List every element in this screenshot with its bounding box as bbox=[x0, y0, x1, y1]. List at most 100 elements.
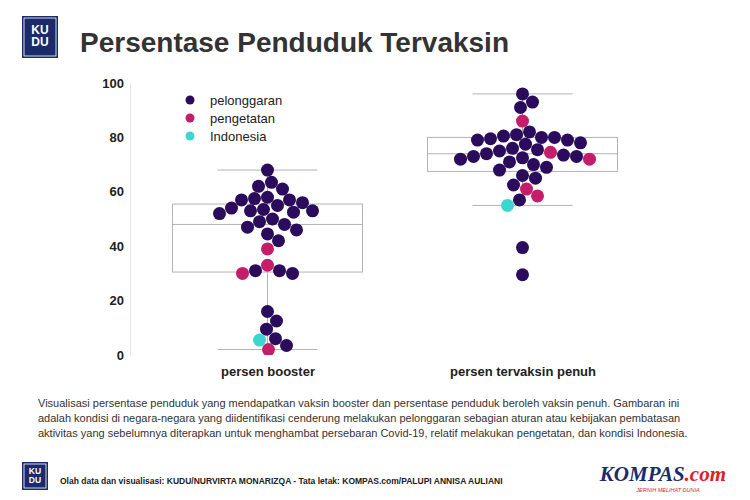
point bbox=[235, 193, 248, 206]
point bbox=[290, 223, 303, 236]
credit: Olah data dan visualisasi: KUDU/NURVIRTA… bbox=[60, 476, 503, 486]
y-tick-label: 80 bbox=[110, 130, 124, 145]
chart: KUDUPersentase Penduduk Tervaksin0204060… bbox=[0, 0, 750, 500]
point bbox=[253, 334, 266, 347]
point bbox=[506, 142, 519, 155]
legend-swatch bbox=[186, 96, 195, 105]
point bbox=[287, 206, 300, 219]
point bbox=[519, 138, 532, 151]
point bbox=[261, 242, 274, 255]
brand-part: KOMPAS bbox=[599, 462, 685, 486]
legend-swatch bbox=[186, 114, 195, 123]
point bbox=[454, 153, 467, 166]
legend-swatch bbox=[186, 132, 195, 141]
point bbox=[248, 192, 261, 205]
point bbox=[529, 172, 542, 185]
x-tick: persen tervaksin penuh bbox=[450, 364, 596, 379]
point bbox=[561, 134, 574, 147]
point bbox=[261, 227, 274, 240]
point bbox=[296, 196, 309, 209]
logo-frame bbox=[24, 18, 56, 56]
legend-label: pelonggaran bbox=[210, 93, 282, 108]
tagline: JERNIH MELIHAT DUNIA bbox=[635, 487, 700, 493]
point bbox=[493, 164, 506, 177]
point bbox=[261, 164, 274, 177]
point bbox=[260, 323, 273, 336]
point bbox=[261, 259, 274, 272]
point bbox=[516, 268, 529, 281]
y-tick-label: 40 bbox=[110, 239, 124, 254]
y-tick-label: 60 bbox=[110, 184, 124, 199]
caption: aktivitas yang sebelumnya diterapkan unt… bbox=[38, 427, 687, 439]
y-tick: 80 bbox=[110, 130, 130, 145]
y-tick-label: 20 bbox=[110, 293, 124, 308]
point bbox=[225, 202, 238, 215]
point bbox=[520, 183, 533, 196]
point bbox=[480, 147, 493, 160]
point bbox=[514, 101, 527, 114]
point bbox=[540, 161, 553, 174]
logo-text: DU bbox=[29, 475, 41, 485]
y-tick: 0 bbox=[117, 348, 130, 363]
box bbox=[428, 137, 618, 171]
y-tick: 40 bbox=[110, 239, 130, 254]
point bbox=[516, 115, 529, 128]
point bbox=[497, 130, 510, 143]
point bbox=[516, 241, 529, 254]
title: Persentase Penduduk Tervaksin bbox=[80, 27, 509, 58]
point bbox=[286, 267, 299, 280]
point bbox=[252, 180, 265, 193]
point bbox=[510, 128, 523, 141]
logo-box bbox=[22, 462, 48, 490]
point bbox=[272, 234, 285, 247]
point bbox=[306, 204, 319, 217]
x-tick: persen booster bbox=[221, 364, 315, 379]
logo-text: DU bbox=[31, 35, 48, 49]
y-tick-label: 100 bbox=[102, 76, 124, 91]
y-tick: 60 bbox=[110, 184, 130, 199]
caption: Visualisasi persentase penduduk yang men… bbox=[38, 397, 679, 409]
point bbox=[513, 193, 526, 206]
point bbox=[244, 204, 257, 217]
x-tick-label: persen tervaksin penuh bbox=[450, 364, 596, 379]
point bbox=[523, 125, 536, 138]
point bbox=[276, 183, 289, 196]
y-tick-label: 0 bbox=[117, 348, 124, 363]
point bbox=[493, 145, 506, 158]
point bbox=[535, 131, 548, 144]
point bbox=[503, 155, 516, 168]
point bbox=[253, 215, 266, 228]
point bbox=[257, 203, 270, 216]
point bbox=[265, 176, 278, 189]
caption: adalah kondisi di negara-negara yang dii… bbox=[38, 412, 680, 424]
legend-label: Indonesia bbox=[210, 129, 267, 144]
x-tick-label: persen booster bbox=[221, 364, 315, 379]
point bbox=[516, 169, 529, 182]
brand-part: .com bbox=[685, 462, 726, 486]
y-axis-line bbox=[130, 84, 131, 356]
point bbox=[261, 305, 274, 318]
brand: KOMPAS.com bbox=[599, 462, 726, 486]
y-tick: 20 bbox=[110, 293, 130, 308]
point bbox=[262, 343, 275, 355]
point bbox=[249, 264, 262, 277]
logo-frame bbox=[24, 464, 46, 488]
point bbox=[516, 151, 529, 164]
point bbox=[526, 96, 539, 109]
y-tick: 100 bbox=[102, 76, 130, 91]
point bbox=[467, 150, 480, 163]
plot-area bbox=[173, 87, 618, 355]
point bbox=[557, 149, 570, 162]
point bbox=[548, 131, 561, 144]
point bbox=[531, 189, 544, 202]
box-plot bbox=[428, 94, 618, 206]
point bbox=[266, 213, 279, 226]
point bbox=[570, 150, 583, 163]
box-plot bbox=[173, 170, 363, 350]
point bbox=[213, 207, 226, 220]
point bbox=[516, 87, 529, 100]
y-axis: 0 20 40 60 80 100 bbox=[102, 76, 130, 363]
point bbox=[280, 339, 293, 352]
point bbox=[269, 332, 282, 345]
point bbox=[501, 199, 514, 212]
